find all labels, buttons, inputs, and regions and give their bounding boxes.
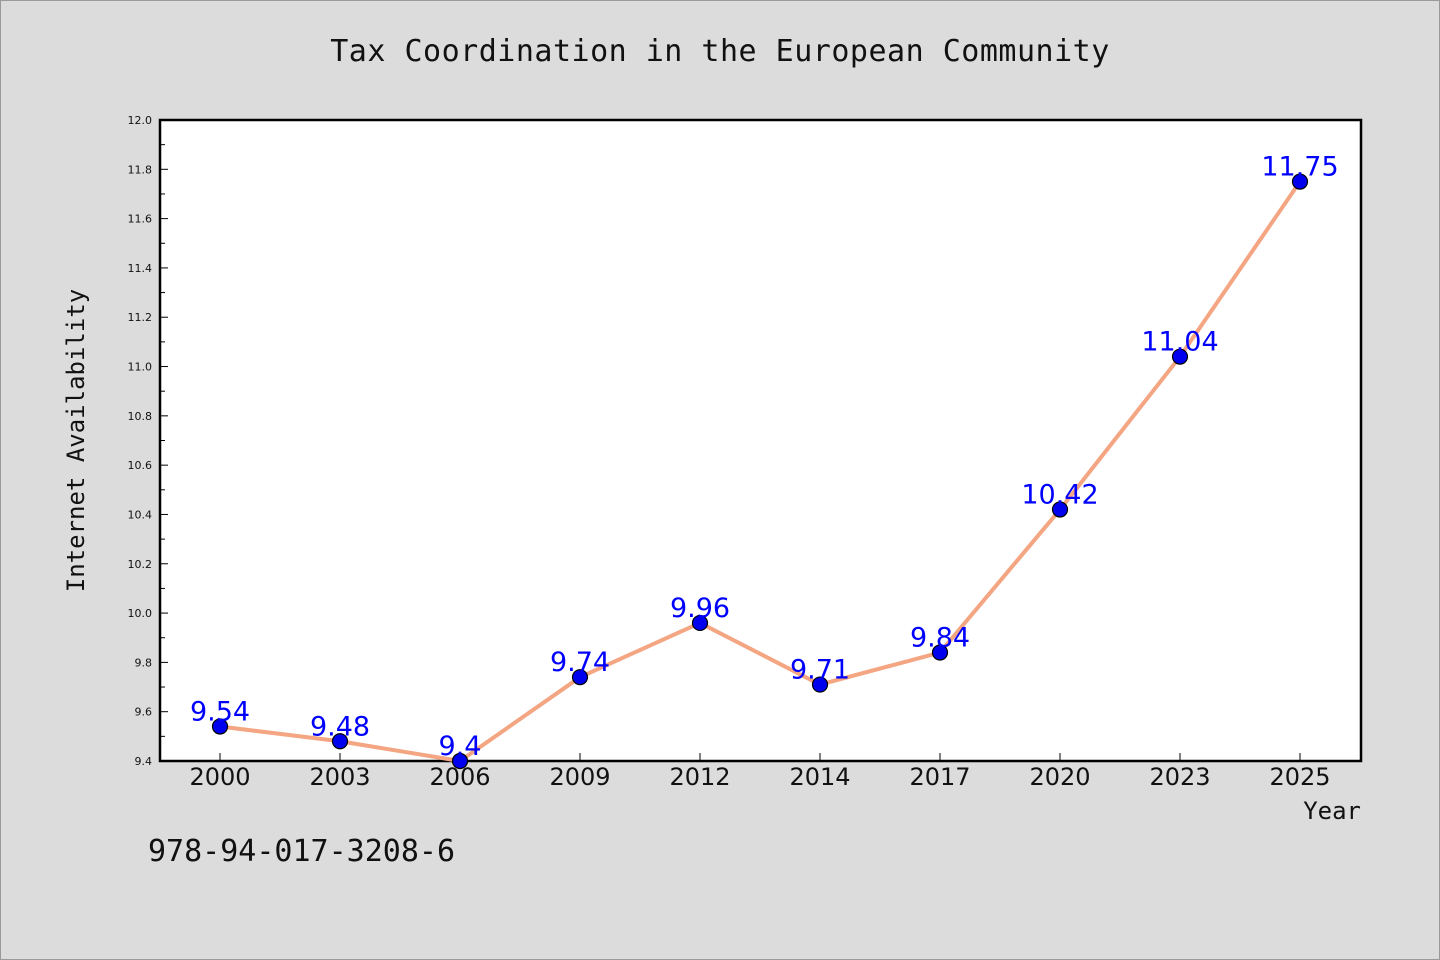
y-tick-label: 11.2	[128, 311, 153, 324]
x-tick-label: 2009	[549, 763, 610, 791]
x-tick-label: 2020	[1029, 763, 1090, 791]
data-point	[1051, 501, 1069, 518]
y-tick-label: 10.4	[128, 508, 153, 521]
y-tick-label: 10.0	[128, 607, 153, 620]
y-tick-label: 10.8	[128, 410, 153, 423]
x-tick-label: 2003	[309, 763, 370, 791]
data-point	[811, 676, 829, 693]
x-tick-label: 2025	[1269, 763, 1330, 791]
data-label: 9.4	[439, 731, 482, 762]
x-tick-label: 2012	[669, 763, 730, 791]
y-tick-label: 10.2	[128, 558, 153, 571]
data-label: 9.71	[790, 655, 850, 686]
y-tick-label: 9.8	[135, 656, 153, 669]
y-tick-label: 11.8	[128, 163, 153, 176]
isbn-annotation: 978-94-017-3208-6	[148, 834, 456, 869]
data-point	[331, 733, 349, 750]
plot-area	[158, 118, 1363, 763]
y-tick-label: 10.6	[128, 459, 153, 472]
y-tick-label: 12.0	[128, 114, 153, 127]
x-tick-label: 2017	[909, 763, 970, 791]
y-axis: 9.4 9.6 9.8 10.0 10.2 10.4 10.6 10.8 11.0 11.2 11.…	[128, 114, 168, 768]
data-point	[211, 718, 229, 735]
x-tick-label: 2000	[189, 763, 250, 791]
data-label: 10.42	[1021, 480, 1098, 511]
data-label: 9.74	[550, 647, 610, 678]
x-axis-label: Year	[1303, 797, 1361, 825]
data-label: 11.75	[1261, 152, 1338, 183]
data-label: 9.48	[310, 711, 370, 742]
data-point	[571, 669, 589, 686]
data-labels: 9.54 9.48 9.4 9.74 9.96 9.71 9.84 10.42 11.04 11.…	[190, 152, 1339, 762]
y-tick-label: 9.6	[135, 706, 153, 719]
data-label: 9.54	[190, 696, 250, 727]
data-label: 9.96	[670, 593, 730, 624]
data-point	[451, 752, 469, 770]
x-axis: 2000 2003 2006 2009 2012 2014 2017 2020 2023 2025	[189, 753, 1331, 791]
y-axis-label: Internet Availability	[62, 289, 90, 592]
chart-title: Tax Coordination in the European Communi…	[330, 34, 1110, 69]
data-label: 11.04	[1141, 327, 1218, 358]
data-label: 9.84	[910, 623, 970, 654]
x-tick-label: 2014	[789, 763, 850, 791]
x-tick-label: 2023	[1149, 763, 1210, 791]
data-point	[1291, 173, 1309, 190]
data-point	[931, 644, 949, 661]
y-tick-label: 11.4	[128, 262, 153, 275]
data-point	[691, 614, 709, 632]
data-point	[1171, 348, 1189, 365]
series-line	[218, 179, 1302, 763]
y-tick-label: 11.6	[128, 213, 153, 226]
series-markers	[211, 173, 1309, 770]
y-tick-label: 9.4	[135, 755, 153, 768]
y-tick-label: 11.0	[128, 361, 153, 374]
